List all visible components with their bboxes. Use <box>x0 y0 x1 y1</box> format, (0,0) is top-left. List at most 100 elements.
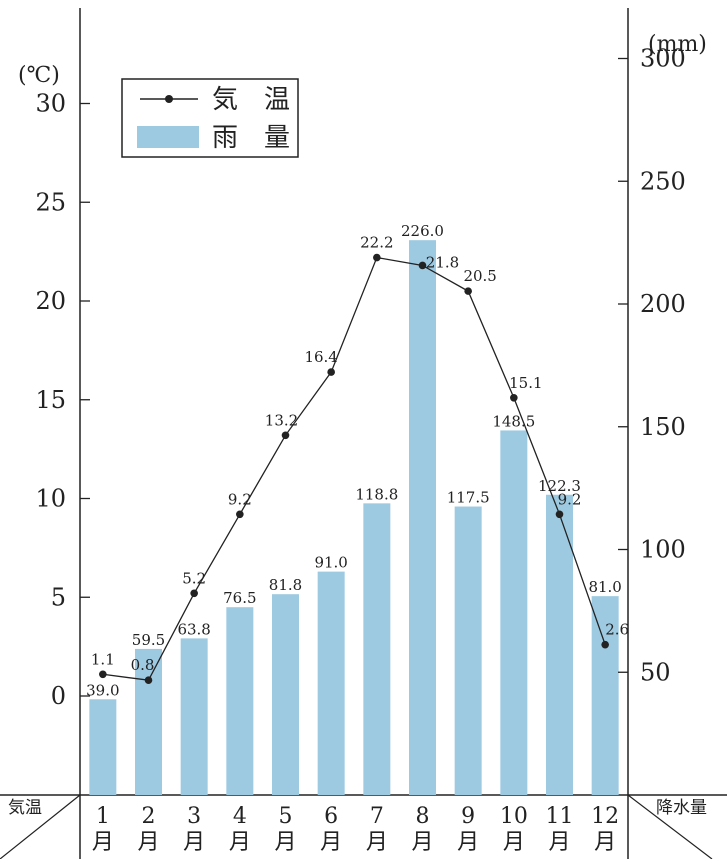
precipitation-data-label: 117.5 <box>447 489 490 507</box>
month-suffix: 月 <box>229 830 251 855</box>
precipitation-bars <box>89 240 619 796</box>
temperature-point <box>281 431 290 440</box>
precipitation-bar <box>226 607 254 795</box>
temperature-data-label: 0.8 <box>131 656 155 674</box>
right-tick-label: 150 <box>640 413 686 441</box>
precipitation-bar <box>591 596 619 795</box>
temperature-point <box>373 253 381 262</box>
temperature-point <box>418 261 427 270</box>
month-suffix: 月 <box>594 830 616 855</box>
corner-diagonal-right <box>627 794 713 859</box>
corner-label-temperature: 気温 <box>8 798 42 818</box>
temperature-data-label: 16.4 <box>304 348 337 366</box>
temperature-point <box>601 640 609 649</box>
left-axis-unit: (℃) <box>18 63 60 88</box>
precipitation-labels: 39.0 59.5 63.8 76.5 81.8 91.0 118.8 226.0 117.5 1… <box>86 222 622 699</box>
left-tick-label: 15 <box>35 386 66 414</box>
month-tick-label: 11 月 <box>546 804 574 855</box>
temperature-data-label: 13.2 <box>265 411 298 429</box>
month-suffix: 月 <box>92 830 114 855</box>
corner-label-precipitation: 降水量 <box>656 798 707 818</box>
right-axis-unit: (mm) <box>648 32 707 57</box>
precipitation-bar <box>409 240 436 796</box>
legend-precipitation-label: 雨 量 <box>212 123 290 153</box>
precipitation-bar <box>317 571 345 795</box>
month-suffix: 月 <box>183 830 205 855</box>
temperature-point <box>510 393 518 402</box>
right-tick-label: 300 <box>640 45 686 73</box>
precipitation-data-label: 148.5 <box>492 412 535 430</box>
precipitation-bar <box>454 506 482 795</box>
month-suffix: 月 <box>320 830 342 855</box>
month-suffix: 月 <box>366 830 388 855</box>
precipitation-data-label: 91.0 <box>314 554 347 572</box>
temperature-point <box>464 287 472 295</box>
legend-bar-swatch <box>137 126 199 148</box>
temperature-polyline <box>102 256 606 681</box>
right-tick-label: 100 <box>640 536 686 564</box>
temperature-data-label: 5.2 <box>182 569 206 587</box>
left-tick-label: 25 <box>35 188 66 216</box>
legend-temperature-label: 気 温 <box>212 85 290 115</box>
left-tick-label: 5 <box>51 583 66 611</box>
right-axis-ticks: 50 100 150 200 250 300 <box>618 45 686 686</box>
temperature-line <box>99 253 609 684</box>
temperature-data-label: 9.2 <box>558 490 582 508</box>
precipitation-bar <box>89 699 117 795</box>
month-tick-label: 10 月 <box>500 804 528 855</box>
month-suffix: 月 <box>457 830 479 855</box>
month-labels: 1 月 2 月 3 月 4 月 5 月 6 月 7 月 8 月 9 月 10 月 11 月 12 月 <box>92 804 619 855</box>
temperature-point <box>236 510 244 519</box>
left-tick-label: 0 <box>51 682 66 710</box>
left-tick-label: 20 <box>35 287 66 315</box>
temperature-point <box>555 510 564 519</box>
month-tick-label: 12 月 <box>591 804 619 855</box>
precipitation-bar <box>500 430 528 795</box>
precipitation-data-label: 76.5 <box>223 589 256 607</box>
temperature-point <box>99 670 107 679</box>
right-tick-label: 50 <box>640 658 671 686</box>
precipitation-data-label: 122.3 <box>538 477 581 495</box>
left-axis-ticks: 0 5 10 15 20 25 30 <box>35 90 90 710</box>
temperature-data-label: 9.2 <box>228 490 252 508</box>
right-tick-label: 250 <box>640 167 686 195</box>
left-tick-label: 30 <box>35 90 66 118</box>
precipitation-data-label: 59.5 <box>132 631 165 649</box>
corner-diagonal-left <box>0 794 81 859</box>
precipitation-bar <box>546 494 573 795</box>
precipitation-data-label: 81.8 <box>269 576 302 594</box>
temperature-data-label: 22.2 <box>360 234 393 252</box>
month-suffix: 月 <box>548 830 570 855</box>
temperature-data-label: 15.1 <box>509 374 542 392</box>
precipitation-data-label: 39.0 <box>86 681 119 699</box>
precipitation-bar <box>272 594 299 795</box>
precipitation-bar <box>180 638 208 795</box>
precipitation-data-label: 63.8 <box>177 620 210 638</box>
temperature-point <box>190 589 198 598</box>
month-suffix: 月 <box>411 830 433 855</box>
precipitation-bar <box>363 503 391 795</box>
legend: 気 温 雨 量 <box>121 78 299 158</box>
precipitation-data-label: 118.8 <box>355 485 398 503</box>
temperature-data-label: 2.6 <box>605 621 629 639</box>
temperature-data-label: 1.1 <box>91 650 115 668</box>
precipitation-data-label: 226.0 <box>401 222 444 240</box>
month-suffix: 月 <box>137 830 159 855</box>
right-tick-label: 200 <box>640 290 686 318</box>
temperature-labels: 1.1 0.8 5.2 9.2 13.2 16.4 22.2 21.820.5 15.1 9.2 2… <box>91 234 629 675</box>
month-suffix: 月 <box>274 830 296 855</box>
temperature-data-label: 21.8 <box>426 253 459 271</box>
left-tick-label: 10 <box>35 485 66 513</box>
month-suffix: 月 <box>503 830 525 855</box>
legend-dot-swatch <box>165 95 173 103</box>
